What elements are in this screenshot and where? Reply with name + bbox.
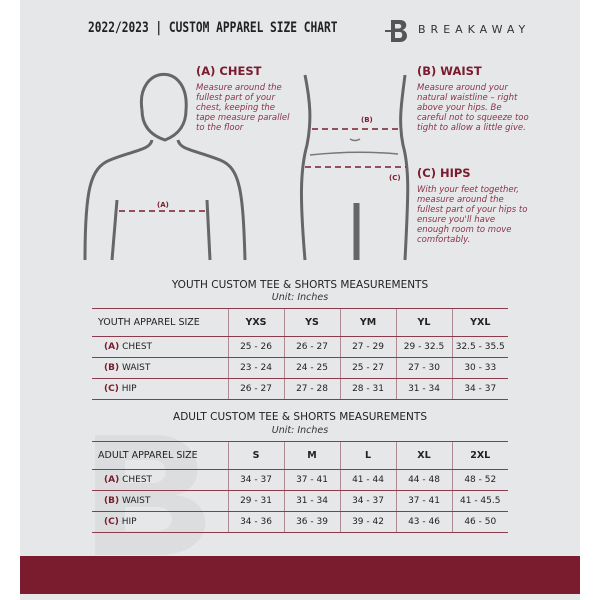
table-cell: 46 - 50: [451, 511, 508, 533]
figure-element: [349, 138, 361, 142]
adult-unit: Unit: Inches: [271, 425, 329, 436]
figure-element: [83, 139, 247, 261]
header-label: YOUTH APPAREL SIZE: [92, 308, 228, 337]
figure-element: CHEST: [122, 342, 153, 352]
size-header: YXL: [451, 308, 508, 337]
table-cell: 29 - 32.5: [395, 336, 452, 358]
table-cell: 30 - 33: [451, 357, 508, 379]
table-cell: (C) HIP: [92, 511, 228, 533]
youth-unit: Unit: Inches: [271, 292, 329, 303]
hips-description: With your feet together, measure around …: [417, 185, 528, 245]
figure-element: HIP: [121, 517, 137, 527]
table-cell: 32.5 - 35.5: [451, 336, 508, 358]
upper-body-figure: [83, 72, 247, 261]
figure-element: [139, 72, 188, 142]
size-header: XL: [395, 441, 452, 470]
brand-name: BREAKAWAY: [418, 23, 531, 36]
table-cell: 29 - 31: [227, 490, 284, 512]
table-cell: 37 - 41: [395, 490, 452, 512]
figure-element: [353, 203, 360, 260]
table-cell: 31 - 34: [395, 378, 452, 400]
adult-table-title: ADULT CUSTOM TEE & SHORTS MEASUREMENTS: [173, 411, 427, 423]
body-figures: (A) (B) (C): [83, 72, 410, 261]
size-header: M: [283, 441, 340, 470]
table-cell: 37 - 41: [283, 469, 340, 491]
table-cell: 34 - 37: [227, 469, 284, 491]
size-header: YM: [339, 308, 396, 337]
waist-marker: (B): [361, 116, 373, 124]
measurement-letter: (C): [104, 384, 119, 394]
table-cell: 28 - 31: [339, 378, 396, 400]
figure-element: [299, 74, 410, 261]
table-cell: 36 - 39: [283, 511, 340, 533]
table-cell: 27 - 30: [395, 357, 452, 379]
page-title: 2022/2023 | CUSTOM APPAREL SIZE CHART: [88, 20, 338, 36]
table-cell: 34 - 36: [227, 511, 284, 533]
table-cell: 26 - 27: [283, 336, 340, 358]
figure-element: WAIST: [121, 363, 151, 373]
table-row: (A) CHEST 25 - 26 26 - 27 27 - 29 29 - 32.5 3…: [92, 336, 508, 358]
size-header: L: [339, 441, 396, 470]
figure-element: CHEST: [122, 475, 153, 485]
figure-element: [309, 151, 399, 156]
table-cell: 31 - 34: [283, 490, 340, 512]
table-cell: 41 - 45.5: [451, 490, 508, 512]
table-cell: (C) HIP: [92, 378, 228, 400]
youth-size-table: YOUTH APPAREL SIZE YXS YS YM YL YXL (A) CHEST…: [92, 308, 508, 400]
header-label: ADULT APPAREL SIZE: [92, 441, 228, 470]
figure-element: [391, 20, 408, 42]
table-cell: 24 - 25: [283, 357, 340, 379]
table-cell: 41 - 44: [339, 469, 396, 491]
size-header: 2XL: [451, 441, 508, 470]
footer-bar: [20, 556, 580, 594]
measurement-letter: (A): [104, 475, 120, 485]
waist-heading: (B) WAIST: [417, 64, 482, 78]
table-cell: 23 - 24: [227, 357, 284, 379]
size-header: YS: [283, 308, 340, 337]
table-row: (C) HIP 34 - 36 36 - 39 39 - 42 43 - 46 46 - …: [92, 511, 508, 533]
table-cell: 25 - 27: [339, 357, 396, 379]
table-row: (C) HIP 26 - 27 27 - 28 28 - 31 31 - 34 34 - …: [92, 378, 508, 400]
table-cell: 48 - 52: [451, 469, 508, 491]
table-cell: 26 - 27: [227, 378, 284, 400]
measurement-letter: (C): [104, 517, 119, 527]
table-cell: (B) WAIST: [92, 490, 228, 512]
adult-size-table: ADULT APPAREL SIZE S M L XL 2XL (A) CHEST 34 -…: [92, 441, 508, 533]
table-row: (B) WAIST 23 - 24 24 - 25 25 - 27 27 - 30 30 …: [92, 357, 508, 379]
table-header-row: YOUTH APPAREL SIZE YXS YS YM YL YXL: [92, 308, 508, 337]
table-cell: (B) WAIST: [92, 357, 228, 379]
breakaway-logo-icon: [385, 20, 408, 42]
table-cell: (A) CHEST: [92, 336, 228, 358]
chest-heading: (A) CHEST: [196, 64, 262, 78]
chest-description: Measure around the fullest part of your …: [196, 83, 290, 133]
chest-marker: (A): [157, 201, 169, 209]
table-cell: 34 - 37: [451, 378, 508, 400]
measurement-letter: (B): [104, 363, 120, 373]
table-cell: 43 - 46: [395, 511, 452, 533]
figure-element: HIP: [121, 384, 137, 394]
table-cell: 44 - 48: [395, 469, 452, 491]
size-header: S: [227, 441, 284, 470]
hips-heading: (C) HIPS: [417, 166, 471, 180]
figure-element: [110, 199, 212, 261]
table-cell: (A) CHEST: [92, 469, 228, 491]
size-header: YL: [395, 308, 452, 337]
size-header: YXS: [227, 308, 284, 337]
youth-table-title: YOUTH CUSTOM TEE & SHORTS MEASUREMENTS: [171, 279, 429, 291]
hips-marker: (C): [389, 174, 401, 182]
table-cell: 27 - 29: [339, 336, 396, 358]
table-cell: 34 - 37: [339, 490, 396, 512]
measurement-letter: (B): [104, 496, 120, 506]
table-cell: 39 - 42: [339, 511, 396, 533]
table-cell: 27 - 28: [283, 378, 340, 400]
table-cell: 25 - 26: [227, 336, 284, 358]
table-row: (B) WAIST 29 - 31 31 - 34 34 - 37 37 - 41 41 …: [92, 490, 508, 512]
table-header-row: ADULT APPAREL SIZE S M L XL 2XL: [92, 441, 508, 470]
waist-description: Measure around your natural waistline – …: [417, 83, 529, 133]
lower-body-figure: [299, 74, 410, 261]
measurement-letter: (A): [104, 342, 120, 352]
figure-element: WAIST: [121, 496, 151, 506]
table-row: (A) CHEST 34 - 37 37 - 41 41 - 44 44 - 48 48 …: [92, 469, 508, 491]
